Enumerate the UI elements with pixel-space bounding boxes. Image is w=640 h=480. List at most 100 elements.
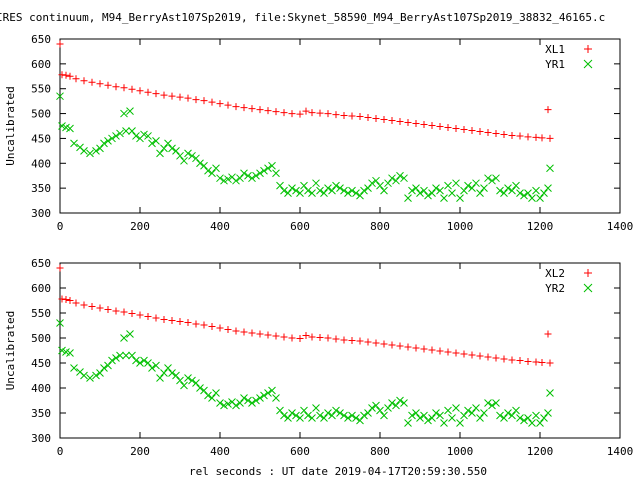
data-point xyxy=(272,169,280,178)
x-tick-label: 1200 xyxy=(527,220,554,233)
data-point xyxy=(224,175,232,184)
data-point xyxy=(380,340,388,348)
data-point xyxy=(288,409,296,417)
data-point xyxy=(396,342,404,350)
y-tick-label: 650 xyxy=(31,257,51,270)
data-point xyxy=(296,189,304,197)
data-point xyxy=(372,115,380,123)
data-point xyxy=(516,132,524,140)
data-point xyxy=(380,411,388,420)
data-point xyxy=(500,189,508,197)
data-point xyxy=(324,334,332,342)
data-point xyxy=(544,106,552,114)
data-point xyxy=(296,335,304,342)
data-point xyxy=(520,416,528,425)
data-point xyxy=(356,191,364,200)
y-tick-label: 500 xyxy=(31,108,51,121)
data-point xyxy=(140,130,148,139)
data-point xyxy=(420,121,428,129)
data-point xyxy=(424,191,432,200)
chart-panel-top: 300 350 400 450 500 550 600 650 0 200 400 600 800 100… xyxy=(4,33,633,233)
data-point xyxy=(168,92,176,100)
data-point xyxy=(92,371,100,380)
data-point xyxy=(108,356,116,365)
data-point xyxy=(264,107,272,115)
data-point xyxy=(144,88,152,96)
data-point xyxy=(236,399,244,407)
series-yr1 xyxy=(56,92,554,202)
y-tick-label: 550 xyxy=(31,83,51,96)
data-point xyxy=(280,186,288,195)
data-point xyxy=(532,133,540,141)
data-point xyxy=(70,139,78,148)
data-point xyxy=(356,113,364,121)
data-point xyxy=(172,147,180,155)
data-point xyxy=(340,411,348,420)
plot-frame xyxy=(59,38,621,214)
legend-marker xyxy=(583,283,593,293)
data-point xyxy=(384,179,392,188)
data-point xyxy=(484,174,492,183)
data-point xyxy=(328,411,336,420)
data-point xyxy=(384,404,392,412)
data-point xyxy=(468,351,476,359)
data-point xyxy=(276,181,284,190)
data-point xyxy=(320,414,328,422)
data-point xyxy=(256,330,264,338)
data-point xyxy=(108,134,116,143)
data-point xyxy=(248,329,256,337)
data-point xyxy=(476,189,484,197)
data-point xyxy=(460,186,468,195)
data-point xyxy=(66,349,74,357)
data-point xyxy=(56,40,64,48)
data-point xyxy=(412,409,420,417)
data-point xyxy=(524,414,532,422)
data-point xyxy=(464,406,472,415)
data-point xyxy=(452,179,460,188)
data-point xyxy=(104,137,112,145)
y-axis-label: Uncalibrated xyxy=(4,86,17,165)
data-point xyxy=(392,401,400,410)
data-point xyxy=(184,319,192,326)
data-point xyxy=(248,399,256,407)
y-tick-label: 600 xyxy=(31,58,51,71)
data-point xyxy=(70,364,78,372)
data-point xyxy=(58,122,66,130)
data-point xyxy=(176,318,184,325)
data-point xyxy=(280,109,288,117)
data-point xyxy=(508,186,516,195)
x-tick-label: 0 xyxy=(57,445,64,458)
data-point xyxy=(184,374,192,382)
y-tick-label: 350 xyxy=(31,182,51,195)
data-point xyxy=(200,97,208,105)
data-point xyxy=(332,335,340,343)
data-point xyxy=(508,131,516,139)
plot-frame xyxy=(59,262,621,439)
data-point xyxy=(200,321,208,329)
data-point xyxy=(532,358,540,366)
legend-marker xyxy=(584,269,592,277)
data-point xyxy=(316,186,324,195)
data-point xyxy=(268,161,276,170)
data-point xyxy=(546,134,554,142)
data-point xyxy=(236,174,244,183)
data-point xyxy=(440,419,448,427)
data-point xyxy=(252,171,260,180)
data-point xyxy=(488,401,496,410)
data-point xyxy=(152,314,160,322)
series-xl1 xyxy=(56,40,554,142)
data-point xyxy=(512,181,520,190)
data-point xyxy=(508,356,516,364)
data-point xyxy=(156,374,164,382)
data-point xyxy=(408,186,416,195)
data-point xyxy=(368,179,376,188)
data-point xyxy=(164,364,172,372)
data-point xyxy=(256,106,264,114)
data-point xyxy=(86,374,94,382)
data-point xyxy=(184,149,192,158)
data-point xyxy=(476,352,484,360)
x-tick-label: 1000 xyxy=(447,445,474,458)
data-point xyxy=(208,98,216,106)
data-point xyxy=(192,154,200,163)
data-point xyxy=(112,307,120,315)
